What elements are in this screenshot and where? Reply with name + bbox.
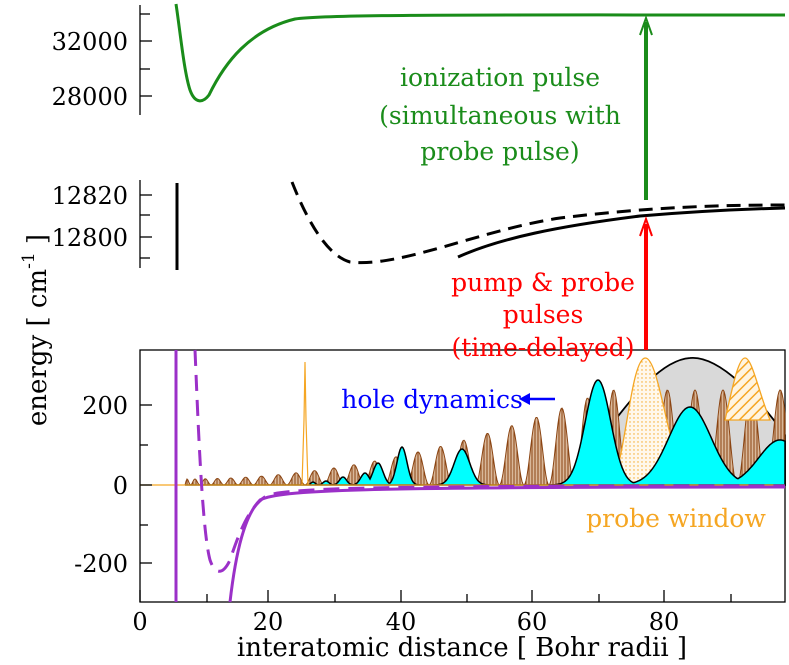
x-tick-0: 0 [132,608,147,636]
x-tick-40: 40 [386,608,417,636]
orange-spike [301,361,309,486]
ionization-label-line3: probe pulse) [420,137,579,166]
pump-probe-label-line2: pulses [503,300,584,329]
bottom-tick-200: 200 [82,392,128,420]
excited-state-dashed-curve [290,181,786,265]
pump-probe-label-line1: pump & probe [451,268,635,297]
top-tick-32000: 32000 [52,28,128,56]
mid-tick-12800: 12800 [52,224,128,252]
orange-hatched-packet [724,357,771,421]
purple-dashed-potential [193,349,786,573]
top-panel: 32000 28000 [52,3,786,115]
top-tick-28000: 28000 [52,83,128,111]
x-tick-20: 20 [253,608,284,636]
transition-arrows [519,14,653,405]
ionization-label-line1: ionization pulse [400,63,600,92]
purple-solid-potential [228,485,786,603]
x-tick-80: 80 [649,608,680,636]
ionic-potential-curve [174,3,786,103]
excited-state-solid-curve [457,206,786,259]
pump-probe-label-line3: (time-delayed) [451,333,634,362]
x-tick-60: 60 [517,608,548,636]
middle-panel: 12820 12800 [52,180,786,270]
bottom-tick-0: 0 [113,472,128,500]
probe-window-label: probe window [586,504,766,533]
bottom-tick-neg200: -200 [74,550,128,578]
hole-dynamics-label: hole dynamics [341,385,523,414]
bottom-panel: 200 0 -200 0 20 40 60 80 [74,349,786,636]
x-axis-label: interatomic distance [ Bohr radii ] [237,633,687,663]
mid-tick-12820: 12820 [52,182,128,210]
svg-text:energy [ cm-1 ]: energy [ cm-1 ] [19,234,53,426]
y-axis-label: energy [ cm-1 ] [19,234,53,426]
ionization-label-line2: (simultaneous with [379,101,621,130]
